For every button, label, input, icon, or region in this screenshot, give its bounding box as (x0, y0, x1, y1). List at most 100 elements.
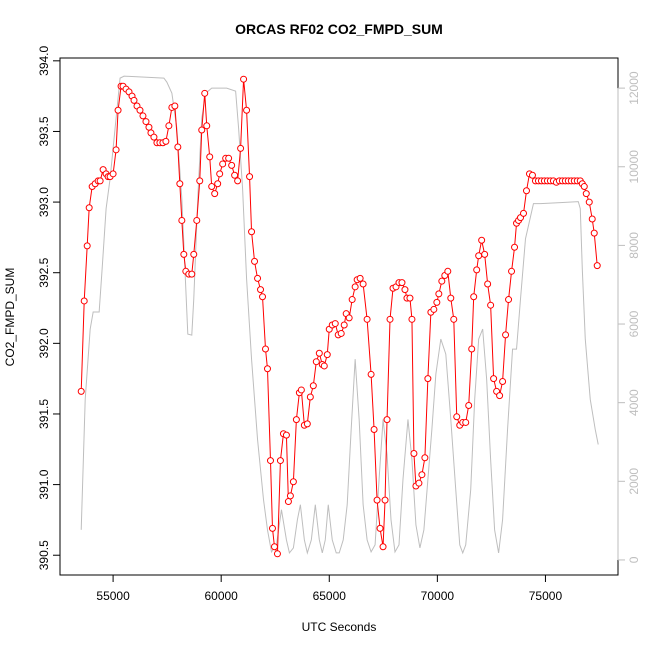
point (234, 177, 242, 185)
point (499, 377, 507, 385)
point (418, 471, 426, 479)
point (359, 280, 367, 288)
point (323, 351, 331, 359)
point (379, 543, 387, 551)
point (174, 143, 182, 151)
point (315, 349, 323, 357)
point (490, 375, 498, 383)
point (528, 171, 536, 179)
y-tick-label: 393.5 (37, 116, 51, 146)
y2-tick-label: 4000 (627, 389, 641, 416)
point (444, 267, 452, 275)
point (216, 170, 224, 178)
y2-tick-label: 6000 (627, 310, 641, 337)
point (475, 252, 483, 260)
x-tick-label: 70000 (421, 589, 455, 603)
x-tick-label: 60000 (204, 589, 238, 603)
point (231, 171, 239, 179)
point (481, 250, 489, 258)
point (340, 321, 348, 329)
point (470, 293, 478, 301)
y2-tick-label: 8000 (627, 232, 641, 259)
point (292, 416, 300, 424)
point (401, 286, 409, 294)
point (77, 387, 85, 395)
point (165, 122, 173, 130)
point (225, 154, 233, 162)
point (585, 198, 593, 206)
point (370, 426, 378, 434)
y-tick-label: 391.5 (37, 399, 51, 429)
y2-tick-label: 12000 (627, 71, 641, 105)
point (593, 262, 601, 270)
point (270, 543, 278, 551)
point (162, 137, 170, 145)
point (198, 126, 206, 134)
x-tick-label: 65000 (313, 589, 347, 603)
point (251, 257, 259, 265)
point (383, 416, 391, 424)
point (201, 89, 209, 97)
x-axis-label: UTC Seconds (302, 620, 377, 634)
point (386, 315, 394, 323)
series-line (80, 79, 598, 555)
point (208, 183, 216, 191)
point (363, 315, 371, 323)
point (240, 75, 248, 83)
point (337, 329, 345, 337)
point (453, 413, 461, 421)
point (398, 279, 406, 287)
point (219, 160, 227, 168)
y2-line (80, 75, 599, 555)
y-tick-label: 392.0 (37, 328, 51, 358)
point (348, 296, 356, 304)
point (588, 215, 596, 223)
chart-title: ORCAS RF02 CO2_FMPD_SUM (235, 21, 443, 37)
point (580, 183, 588, 191)
point (109, 170, 117, 178)
point (309, 382, 317, 390)
point (430, 305, 438, 313)
point (190, 250, 198, 258)
point (282, 431, 290, 439)
point (484, 280, 492, 288)
point (139, 112, 147, 120)
point (237, 144, 245, 152)
point (80, 297, 88, 305)
point (381, 496, 389, 504)
point (376, 524, 384, 532)
point (243, 106, 251, 114)
point (505, 296, 513, 304)
point (203, 122, 211, 130)
point (268, 524, 276, 532)
plot-box (59, 57, 619, 576)
point (306, 393, 314, 401)
point (142, 118, 150, 126)
point (289, 478, 297, 486)
point (433, 298, 441, 306)
x-tick-label: 55000 (96, 589, 130, 603)
point (435, 290, 443, 298)
point (496, 392, 504, 400)
point (150, 133, 158, 141)
point (447, 294, 455, 302)
point (193, 216, 201, 224)
point (331, 320, 339, 328)
point (508, 267, 516, 275)
y-tick-label: 394.0 (37, 45, 51, 75)
point (312, 358, 320, 366)
point (582, 190, 590, 198)
point (487, 301, 495, 309)
point (410, 450, 418, 458)
point (228, 161, 236, 169)
point (590, 229, 598, 237)
y-tick-label: 392.5 (37, 257, 51, 287)
point (320, 362, 328, 370)
point (478, 236, 486, 244)
y-tick-label: 393.0 (37, 187, 51, 217)
y-tick-label: 390.5 (37, 540, 51, 570)
point (254, 274, 262, 282)
point (303, 420, 311, 428)
point (462, 418, 470, 426)
